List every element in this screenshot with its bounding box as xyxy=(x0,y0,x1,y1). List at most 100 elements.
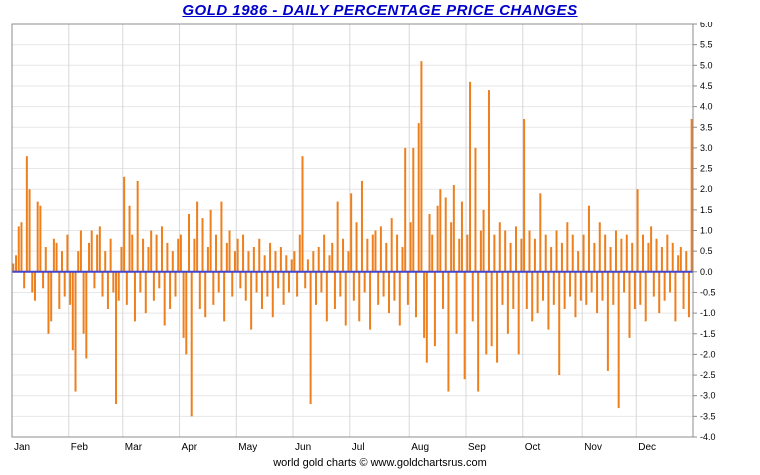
bar xyxy=(133,271,136,322)
bar xyxy=(579,271,582,301)
bar xyxy=(436,205,439,272)
bar xyxy=(374,230,377,272)
bar xyxy=(33,271,36,301)
bar xyxy=(398,271,401,326)
bar xyxy=(479,230,482,272)
bar xyxy=(155,234,158,272)
x-month-label: Jan xyxy=(14,442,30,453)
bar xyxy=(598,222,601,272)
bar xyxy=(117,271,120,301)
y-tick-label: 3.5 xyxy=(700,122,713,132)
bar xyxy=(82,271,85,334)
bar xyxy=(28,189,31,272)
bar xyxy=(558,271,561,376)
bar xyxy=(88,242,91,272)
bar xyxy=(304,271,307,289)
bar xyxy=(279,247,282,272)
x-month-label: Aug xyxy=(411,442,429,453)
y-tick-label: -1.0 xyxy=(700,308,716,318)
bar xyxy=(252,247,255,272)
bar xyxy=(144,271,147,314)
bar xyxy=(25,156,28,272)
bar xyxy=(577,251,580,272)
bar xyxy=(601,271,604,301)
x-month-label: Feb xyxy=(71,442,89,453)
bar xyxy=(171,251,174,272)
bar xyxy=(206,247,209,272)
bar xyxy=(669,271,672,293)
bar xyxy=(123,176,126,272)
bar xyxy=(525,271,528,309)
bar xyxy=(644,271,647,322)
bar xyxy=(498,222,501,272)
bar xyxy=(120,247,123,272)
bar xyxy=(74,271,77,392)
bar xyxy=(44,247,47,272)
bar xyxy=(287,271,290,293)
bar xyxy=(396,234,399,272)
bar xyxy=(663,271,666,301)
bar xyxy=(671,242,674,272)
bar xyxy=(260,271,263,309)
bar xyxy=(217,271,220,293)
bar xyxy=(331,242,334,272)
bar xyxy=(244,271,247,301)
bar xyxy=(679,247,682,272)
bar xyxy=(633,271,636,309)
bar xyxy=(50,271,53,322)
bar xyxy=(196,201,199,272)
bar xyxy=(452,185,455,272)
chart-title: GOLD 1986 - DAILY PERCENTAGE PRICE CHANG… xyxy=(182,2,578,19)
bar xyxy=(136,180,139,272)
bar xyxy=(39,205,42,272)
bar xyxy=(631,242,634,272)
bar xyxy=(212,271,215,305)
bar xyxy=(355,222,358,272)
bar xyxy=(477,271,480,392)
bar xyxy=(409,222,412,272)
bar xyxy=(458,238,461,272)
bar xyxy=(69,271,72,305)
bar xyxy=(342,238,345,272)
bar xyxy=(506,271,509,334)
bar xyxy=(625,234,628,272)
bar xyxy=(139,271,142,293)
bar xyxy=(496,271,499,363)
bar xyxy=(17,226,20,272)
bar xyxy=(193,238,196,272)
bar xyxy=(15,255,18,272)
bar xyxy=(96,234,99,272)
y-tick-label: -3.0 xyxy=(700,391,716,401)
bar xyxy=(150,230,153,272)
bar xyxy=(509,242,512,272)
bar xyxy=(593,242,596,272)
bar xyxy=(555,230,558,272)
bar xyxy=(209,209,212,272)
bar xyxy=(520,238,523,272)
bar xyxy=(312,251,315,272)
bar xyxy=(404,147,407,272)
bar xyxy=(444,197,447,272)
bar xyxy=(347,251,350,272)
bar xyxy=(293,251,296,272)
bar xyxy=(274,251,277,272)
bar xyxy=(79,230,82,272)
bar xyxy=(269,242,272,272)
bar xyxy=(285,255,288,272)
bar xyxy=(309,271,312,404)
y-tick-label: -4.0 xyxy=(700,432,716,442)
bar xyxy=(177,238,180,272)
bar xyxy=(266,271,269,297)
bar xyxy=(482,209,485,272)
bar xyxy=(77,251,80,272)
bar xyxy=(531,271,534,322)
bar xyxy=(369,271,372,330)
y-tick-label: 0.5 xyxy=(700,246,713,256)
bar xyxy=(466,234,469,272)
bar xyxy=(344,271,347,326)
bar xyxy=(23,271,26,289)
bar xyxy=(12,263,15,272)
bar xyxy=(282,271,285,305)
bar xyxy=(250,271,253,330)
bar xyxy=(547,271,550,330)
